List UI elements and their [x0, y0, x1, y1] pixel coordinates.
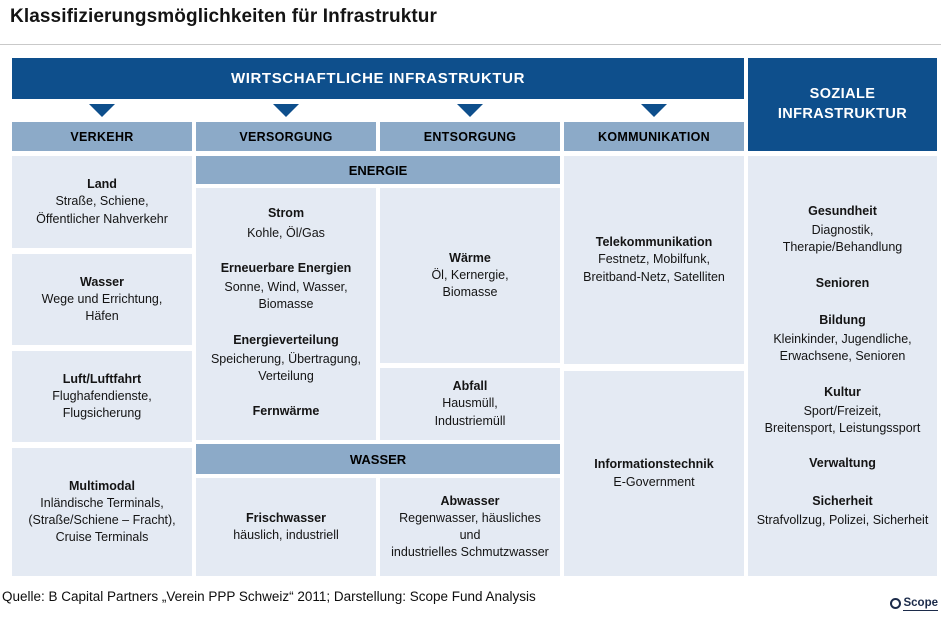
group-title: Kultur — [824, 384, 861, 399]
entsorgung-energie-stack: Wärme Öl, Kernergie, Biomasse Abfall Hau… — [380, 188, 560, 440]
cell-waerme: Wärme Öl, Kernergie, Biomasse — [380, 188, 560, 363]
scope-logo-icon — [890, 598, 902, 610]
column-header-entsorgung: ENTSORGUNG — [380, 122, 560, 151]
group-bildung: Bildung Kleinkinder, Jugendliche, Erwach… — [756, 312, 929, 366]
cell-title: Multimodal — [69, 478, 135, 493]
group-strom: Strom Kohle, Öl/Gas — [204, 205, 368, 242]
cell-title: Telekommunikation — [595, 235, 713, 250]
cell-title: Frischwasser — [246, 510, 326, 525]
arrow-down-icon — [89, 104, 115, 117]
cell-sub: Regenwasser, häusliches und industrielle… — [391, 510, 549, 560]
cell-informationstechnik: Informationstechnik E-Government — [564, 371, 744, 576]
scope-logo-text: Scope — [903, 597, 938, 611]
cell-title: Luft/Luftfahrt — [62, 371, 142, 386]
cell-telekommunikation: Telekommunikation Festnetz, Mobilfunk, B… — [564, 156, 744, 364]
cell-sub: Wege und Errichtung, Häfen — [41, 291, 163, 324]
cell-abwasser: Abwasser Regenwasser, häusliches und ind… — [380, 478, 560, 576]
source-note: Quelle: B Capital Partners „Verein PPP S… — [2, 589, 536, 604]
group-title: Senioren — [815, 275, 870, 290]
arrow-cell-versorgung — [196, 99, 376, 122]
cell-frischwasser: Frischwasser häuslich, industriell — [196, 478, 376, 576]
cell-abfall: Abfall Hausmüll, Industriemüll — [380, 368, 560, 440]
group-title: Fernwärme — [252, 404, 320, 419]
group-sub: Sonne, Wind, Wasser, Biomasse — [224, 280, 348, 312]
cell-multimodal: Multimodal Inländische Terminals, (Straß… — [12, 448, 192, 576]
arrow-down-icon — [273, 104, 299, 117]
energie-band: ENERGIE — [196, 156, 560, 184]
cell-versorgung-energie: Strom Kohle, Öl/Gas Erneuerbare Energien… — [196, 188, 376, 440]
cell-title: Wasser — [79, 274, 124, 289]
group-sub: Kohle, Öl/Gas — [247, 225, 325, 240]
scope-logo: Scope — [890, 597, 938, 611]
group-erneuerbare-energien: Erneuerbare Energien Sonne, Wind, Wasser… — [204, 260, 368, 314]
cell-sub: E-Government — [613, 474, 695, 489]
wasser-cells-row: Frischwasser häuslich, industriell Abwas… — [196, 478, 560, 576]
group-sub: Strafvollzug, Polizei, Sicherheit — [756, 512, 929, 527]
arrow-down-icon — [457, 104, 483, 117]
group-sub: Speicherung, Übertragung, Verteilung — [210, 351, 362, 384]
group-gesundheit: Gesundheit Diagnostik, Therapie/Behandlu… — [756, 203, 929, 257]
group-fernwaerme: Fernwärme — [204, 403, 368, 422]
arrow-down-icon — [641, 104, 667, 117]
cell-title: Informationstechnik — [594, 457, 714, 472]
arrow-cell-verkehr — [12, 99, 192, 122]
arrow-cell-entsorgung — [380, 99, 560, 122]
cell-sub: Flughafendienste, Flugsicherung — [52, 388, 152, 421]
page-title: Klassifizierungsmöglichkeiten für Infras… — [10, 6, 438, 27]
group-title: Sicherheit — [812, 493, 873, 508]
group-title: Strom — [267, 206, 305, 221]
cell-title: Abwasser — [440, 493, 500, 508]
cell-sub: Straße, Schiene, Öffentlicher Nahverkehr — [36, 194, 168, 226]
soziale-header-box: SOZIALE INFRASTRUKTUR — [748, 58, 937, 151]
spacer — [564, 364, 744, 371]
group-title: Gesundheit — [808, 203, 877, 218]
arrow-cell-kommunikation — [564, 99, 744, 122]
group-title: Bildung — [819, 312, 866, 327]
cell-soziale-infrastruktur: Gesundheit Diagnostik, Therapie/Behandlu… — [748, 156, 937, 576]
column-header-versorgung: VERSORGUNG — [196, 122, 376, 151]
cell-sub: Inländische Terminals, (Straße/Schiene –… — [28, 495, 176, 545]
verkehr-column: Land Straße, Schiene, Öffentlicher Nahve… — [12, 151, 192, 576]
cell-title: Land — [87, 177, 117, 192]
cell-sub: Hausmüll, Industriemüll — [434, 396, 506, 428]
cell-sub: Öl, Kernergie, Biomasse — [431, 267, 509, 300]
soziale-column: Gesundheit Diagnostik, Therapie/Behandlu… — [748, 151, 937, 576]
cell-sub: häuslich, industriell — [233, 528, 339, 542]
cell-title: Wärme — [449, 250, 491, 265]
group-energieverteilung: Energieverteilung Speicherung, Übertragu… — [204, 332, 368, 386]
group-sicherheit: Sicherheit Strafvollzug, Polizei, Sicher… — [756, 493, 929, 530]
wasser-band: WASSER — [196, 444, 560, 474]
infrastructure-diagram: WIRTSCHAFTLICHE INFRASTRUKTUR SOZIALE IN… — [12, 58, 939, 576]
group-senioren: Senioren — [756, 275, 929, 294]
cell-title: Abfall — [452, 379, 488, 394]
title-divider — [0, 44, 941, 45]
column-header-verkehr: VERKEHR — [12, 122, 192, 151]
group-title: Erneuerbare Energien — [220, 260, 352, 275]
group-title: Verwaltung — [809, 456, 876, 471]
cell-sub: Festnetz, Mobilfunk, Breitband-Netz, Sat… — [583, 252, 725, 284]
wirtschaftliche-header-bar: WIRTSCHAFTLICHE INFRASTRUKTUR — [12, 58, 744, 99]
cell-luft-luftfahrt: Luft/Luftfahrt Flughafendienste, Flugsic… — [12, 351, 192, 442]
group-sub: Kleinkinder, Jugendliche, Erwachsene, Se… — [773, 332, 912, 364]
versorgung-entsorgung-area: ENERGIE Strom Kohle, Öl/Gas Erneuerbare … — [196, 151, 560, 576]
energie-cells-row: Strom Kohle, Öl/Gas Erneuerbare Energien… — [196, 188, 560, 440]
cell-land: Land Straße, Schiene, Öffentlicher Nahve… — [12, 156, 192, 248]
group-verwaltung: Verwaltung — [756, 455, 929, 474]
group-title: Energieverteilung — [233, 332, 339, 347]
group-sub: Diagnostik, Therapie/Behandlung — [782, 223, 903, 255]
cell-wasser: Wasser Wege und Errichtung, Häfen — [12, 254, 192, 345]
group-sub: Sport/Freizeit, Breitensport, Leistungss… — [764, 403, 921, 436]
kommunikation-column: Telekommunikation Festnetz, Mobilfunk, B… — [564, 151, 744, 576]
group-kultur: Kultur Sport/Freizeit, Breitensport, Lei… — [756, 384, 929, 438]
column-header-kommunikation: KOMMUNIKATION — [564, 122, 744, 151]
